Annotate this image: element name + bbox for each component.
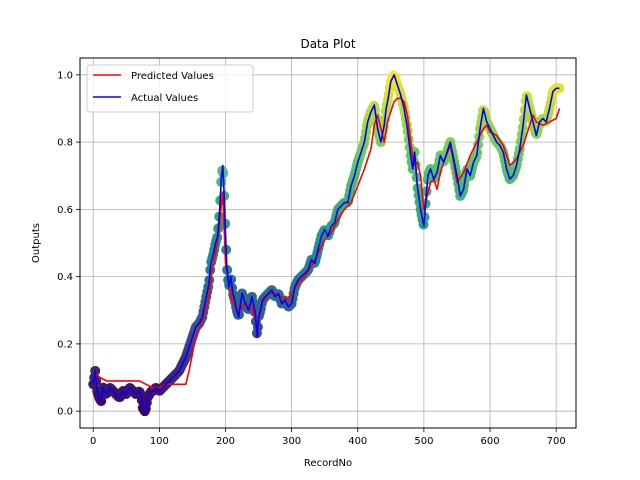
x-tick-label-3: 300 xyxy=(282,436,301,447)
chart-title: Data Plot xyxy=(300,37,355,51)
y-tick-label-2: 0.4 xyxy=(57,272,73,283)
x-tick-label-6: 600 xyxy=(480,436,499,447)
grid-lines xyxy=(80,58,576,428)
plot-frame xyxy=(79,57,577,429)
legend-label-actual: Actual Values xyxy=(131,93,198,104)
y-tick-label-1: 0.2 xyxy=(57,339,73,350)
legend-box xyxy=(86,64,254,113)
x-tick-label-2: 200 xyxy=(216,436,235,447)
y-tick-label-0: 0.0 xyxy=(57,407,73,418)
series-line-predicted xyxy=(92,97,561,389)
legend-label-predicted: Predicted Values xyxy=(131,71,214,82)
x-tick-label-4: 400 xyxy=(348,436,367,447)
x-tick-label-1: 100 xyxy=(150,436,169,447)
legend: Predicted Values Actual Values xyxy=(86,64,254,113)
y-tick-label-4: 0.8 xyxy=(57,138,73,149)
axis-ticks: 0 100 200 300 400 500 600 700 0.0 0.2 0.4 0.6 0.8 1.0 xyxy=(57,70,566,447)
x-tick-label-7: 700 xyxy=(547,436,566,447)
y-axis-label: Outputs xyxy=(31,223,42,263)
series-line-actual xyxy=(92,74,560,412)
y-tick-label-3: 0.6 xyxy=(57,205,73,216)
x-tick-label-0: 0 xyxy=(90,436,96,447)
x-axis-label: RecordNo xyxy=(304,458,352,469)
x-tick-label-5: 500 xyxy=(414,436,433,447)
y-tick-label-5: 1.0 xyxy=(57,70,73,81)
series-lines xyxy=(92,74,561,412)
